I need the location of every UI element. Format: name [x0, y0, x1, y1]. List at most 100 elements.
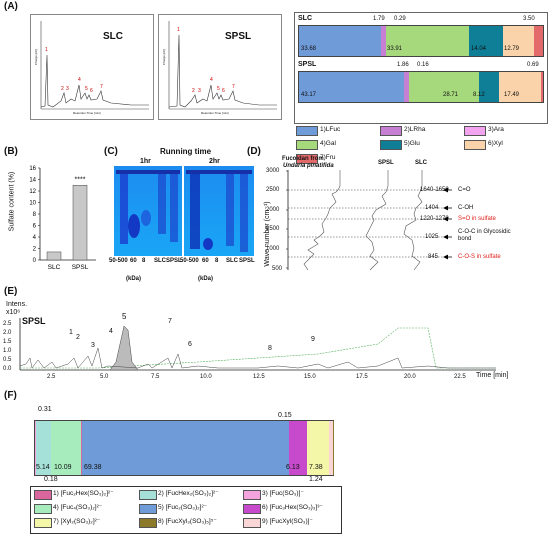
composition-spsl-gal-val: 28.71 — [443, 92, 459, 98]
spsl-peak-6: 6 — [222, 88, 225, 94]
composition-slc-fru: 3.50 — [523, 16, 535, 22]
panel-e-label: (E) — [4, 286, 18, 297]
ms-peak-7: 7 — [168, 318, 172, 325]
fleg-5-label: 5) [Fuc₂(SO₃)₂]²⁻ — [158, 504, 208, 511]
ftir-wn-3: 1220-1270 — [420, 216, 449, 222]
fbar-segment-fuc2hex — [81, 421, 82, 475]
composition-spsl-ara: 0.16 — [417, 62, 429, 68]
sulfate-xtick-spsl: SPSL — [72, 264, 89, 271]
fbar-label-1009: 10.09 — [54, 464, 72, 471]
fleg-6-label: 6) [Fuc₃Hex(SO₃)₃]³⁻ — [262, 504, 323, 511]
fbar-segment-fuc3hex — [288, 421, 307, 475]
gel-1hr-lane-2: 60 — [130, 258, 137, 264]
composition-spsl-name: SPSL — [298, 61, 317, 68]
ms-chromatogram — [19, 318, 496, 371]
ms-ytick-2.5: 2.5 — [3, 321, 12, 327]
gel-2hr-lane-3: 8 — [215, 258, 219, 264]
ftir-spectra — [286, 170, 452, 271]
slc-segment-fru — [534, 26, 543, 56]
sulfate-bar-slc — [46, 251, 62, 261]
fleg-4-label: 4) [Fuc₄(SO₃)₂]²⁻ — [53, 504, 103, 511]
fucoidan-legend: 1) [Fuc₂Hex(SO₃)₂]²⁻ 2) [FucHex₂(SO₃)₂]²… — [30, 486, 342, 534]
panel-b-label: (B) — [4, 146, 18, 157]
slc-segment-gal — [386, 26, 469, 56]
fleg-9-label: 9) [FucXyl(SO₃)]⁻ — [262, 518, 313, 525]
gel-1hr-lane-4: SLC — [154, 258, 166, 264]
sulfate-ytick-label: 10 — [29, 201, 36, 207]
gel-1hr-time: 1hr — [140, 158, 151, 165]
gel-2hr-lane-4: SLC — [226, 258, 238, 264]
fbar-label-613: 6.13 — [286, 464, 300, 471]
slc-segment-ara — [385, 26, 387, 56]
gel-2hr-unit: (kDa) — [198, 276, 214, 282]
ms-xtick-22.5: 22.5 — [454, 374, 466, 380]
fbar-label-738: 7.38 — [309, 464, 323, 471]
ftir-arrow-coh — [443, 205, 452, 211]
legend-lrha-label: 2)LRha — [404, 126, 426, 133]
composition-spsl-bar — [298, 71, 544, 103]
fleg-3-swatch — [243, 490, 261, 500]
ftir-group-3: S=O in sulfate — [458, 216, 496, 222]
ftir-spectrum-1-title: Fucoidan from — [282, 156, 324, 162]
composition-chart: SLC 1.79 0.29 3.50 33.68 33.91 14.04 12.… — [294, 12, 548, 124]
legend-fru-label: 7)Fru — [320, 154, 336, 161]
composition-spsl-fuc-val: 43.17 — [301, 92, 317, 98]
ms-x-axis: Time [min] — [476, 372, 509, 379]
ftir-group-5: C-O-S in sulfate — [458, 254, 501, 260]
composition-spsl-fru: 0.69 — [527, 62, 539, 68]
fleg-2-label: 2) [FucHex₂(SO₃)₂]²⁻ — [158, 490, 219, 497]
ms-xtick-17.5: 17.5 — [356, 374, 368, 380]
ms-ytick-2.0: 2.0 — [3, 330, 12, 336]
spsl-segment-xyl — [498, 72, 542, 102]
ms-xtick-20.0: 20.0 — [404, 374, 416, 380]
spsl-peak-5: 5 — [217, 86, 220, 92]
legend-lfuc-label: 1)LFuc — [320, 126, 341, 133]
ftir-wn-4: 1025 — [425, 234, 439, 240]
ms-xtick-2.5: 2.5 — [47, 374, 56, 380]
ms-peak-3: 3 — [91, 342, 95, 349]
fleg-3-label: 3) [Fuc(SO₃)]⁻ — [262, 490, 304, 497]
fbar-segment-fuc-so3 — [35, 421, 36, 475]
composition-spsl-glu-val: 8.12 — [473, 92, 485, 98]
ftir-group-4: C-O-C in Glycosidic bond — [458, 229, 511, 242]
gel-1hr-lane-1: 50-500 — [109, 258, 128, 264]
ftir-ytick-1000: 1000 — [266, 246, 280, 252]
ms-ytick-0.0: 0.0 — [3, 366, 12, 372]
chromatogram-slc-trace: 1 2 3 4 5 6 7 — [40, 21, 149, 110]
legend-glu-swatch — [380, 140, 402, 150]
legend-glu-label: 5)Glu — [404, 140, 420, 147]
slc-segment-glu — [468, 26, 504, 56]
fbar-segment-fuc4 — [51, 421, 82, 475]
chromatogram-slc-yaxis: Charge [nC] — [34, 48, 39, 66]
sulfate-bar-spsl — [72, 185, 88, 261]
sulfate-ytick-label: 6 — [33, 224, 37, 230]
composition-spsl-rha: 1.86 — [397, 62, 409, 68]
ftir-arrow-co — [443, 187, 452, 193]
fleg-8-label: 8) [FucXyl₃(SO₃)₅]⁵⁻ — [158, 518, 217, 525]
fleg-9-swatch — [243, 518, 261, 528]
slc-segment-xyl — [503, 26, 535, 56]
slc-peak-5: 5 — [85, 86, 88, 92]
ms-peak-1: 1 — [69, 329, 73, 336]
ftir-ylabel: Wave number (cm⁻¹) — [264, 201, 271, 267]
gel-2hr-lane-2: 60 — [202, 258, 209, 264]
chromatogram-slc-title: SLC — [103, 31, 123, 42]
ms-y-axis: Intens. — [6, 301, 28, 308]
fleg-1-swatch — [34, 490, 52, 500]
gel-title: Running time — [160, 147, 212, 156]
gel-1hr-unit: (kDa) — [126, 276, 142, 282]
sulfate-chart: 0 2 4 6 8 10 12 14 16 SLC SPSL **** — [29, 166, 96, 271]
sulfate-ylabel: Sulfate content (%) — [8, 171, 16, 232]
fleg-8-swatch — [139, 518, 157, 528]
fbar-label-031: 0.31 — [38, 406, 52, 413]
legend-gal-swatch — [296, 140, 318, 150]
panel-d-label: (D) — [247, 146, 261, 157]
ms-xtick-7.5: 7.5 — [151, 374, 160, 380]
legend-ara-swatch — [464, 126, 486, 136]
legend-lfuc-swatch — [296, 126, 318, 136]
ms-xtick-5.0: 5.0 — [100, 374, 109, 380]
slc-peak-2: 2 — [61, 86, 64, 92]
fleg-7-swatch — [34, 518, 52, 528]
legend-lrha-swatch — [380, 126, 402, 136]
fbar-segment-xyl2 — [306, 421, 329, 475]
